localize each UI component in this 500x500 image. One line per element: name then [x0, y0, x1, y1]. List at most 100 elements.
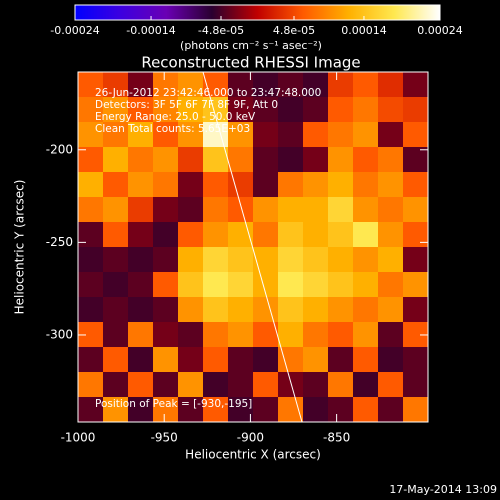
colorbar-tick-label: 0.00024: [417, 24, 463, 37]
cell: [353, 72, 379, 98]
cell: [228, 197, 254, 223]
cell: [353, 397, 379, 422]
cell: [353, 172, 379, 198]
cell: [153, 372, 179, 398]
cell: [203, 247, 229, 273]
cell: [253, 372, 279, 398]
cell: [403, 347, 428, 373]
cell: [178, 222, 204, 248]
cell: [253, 397, 279, 422]
cell: [78, 297, 104, 323]
cell: [153, 397, 179, 422]
cell: [278, 147, 304, 173]
cell: [378, 122, 404, 148]
cell: [378, 347, 404, 373]
cell: [153, 122, 179, 148]
colorbar-label: (photons cm⁻² s⁻¹ asec⁻²): [180, 39, 322, 52]
cell: [353, 372, 379, 398]
cell: [278, 172, 304, 198]
cell: [403, 122, 428, 148]
cell: [253, 222, 279, 248]
cell: [403, 297, 428, 323]
cell: [303, 347, 329, 373]
cell: [328, 297, 354, 323]
cell: [328, 372, 354, 398]
cell: [378, 97, 404, 123]
cell: [328, 347, 354, 373]
cell: [378, 297, 404, 323]
cell: [303, 247, 329, 273]
cell: [278, 247, 304, 273]
cell: [128, 197, 154, 223]
x-tick-label: -900: [237, 431, 264, 445]
colorbar-tick-label: 0.00014: [341, 24, 387, 37]
cell: [278, 272, 304, 298]
cell: [278, 322, 304, 348]
cell: [353, 147, 379, 173]
cell: [328, 172, 354, 198]
cell: [128, 97, 154, 123]
cell: [353, 322, 379, 348]
cell: [253, 122, 279, 148]
cell: [378, 147, 404, 173]
cell: [78, 147, 104, 173]
cell: [303, 397, 329, 422]
cell: [128, 222, 154, 248]
cell: [178, 397, 204, 422]
cell: [178, 347, 204, 373]
y-tick-label: -300: [46, 327, 73, 341]
cell: [178, 172, 204, 198]
cell: [228, 97, 254, 123]
cell: [278, 297, 304, 323]
cell: [203, 397, 229, 422]
cell: [278, 372, 304, 398]
cell: [153, 197, 179, 223]
cell: [328, 397, 354, 422]
cell: [403, 222, 428, 248]
cell: [178, 372, 204, 398]
cell: [253, 147, 279, 173]
cell: [203, 372, 229, 398]
y-tick-label: -200: [46, 142, 73, 156]
cell: [153, 297, 179, 323]
cell: [203, 122, 229, 148]
cell: [228, 147, 254, 173]
cell: [153, 147, 179, 173]
cell: [278, 197, 304, 223]
cell: [103, 297, 129, 323]
annotation: 26-Jun-2012 23:42:46.000 to 23:47:48.000: [95, 87, 321, 99]
cell: [378, 72, 404, 98]
cell: [203, 222, 229, 248]
y-axis-label: Heliocentric Y (arcsec): [13, 180, 27, 315]
cell: [128, 172, 154, 198]
cell: [303, 322, 329, 348]
plot-frame: [77, 71, 429, 423]
colorbar-tick-label: -0.00014: [126, 24, 175, 37]
cell: [228, 272, 254, 298]
cell: [228, 172, 254, 198]
cell: [253, 297, 279, 323]
cell: [378, 397, 404, 422]
cell: [153, 222, 179, 248]
cell: [378, 247, 404, 273]
cell: [278, 122, 304, 148]
cell: [153, 272, 179, 298]
cell: [103, 347, 129, 373]
cell: [203, 172, 229, 198]
cell: [328, 272, 354, 298]
cell: [303, 197, 329, 223]
cell: [303, 172, 329, 198]
cell: [128, 397, 154, 422]
cell: [103, 322, 129, 348]
cell: [403, 97, 428, 123]
cell: [103, 247, 129, 273]
cell: [353, 247, 379, 273]
cell: [278, 97, 304, 123]
cell: [178, 322, 204, 348]
cell: [303, 72, 329, 98]
cell: [228, 247, 254, 273]
cell: [128, 272, 154, 298]
cell: [353, 297, 379, 323]
cell: [403, 272, 428, 298]
